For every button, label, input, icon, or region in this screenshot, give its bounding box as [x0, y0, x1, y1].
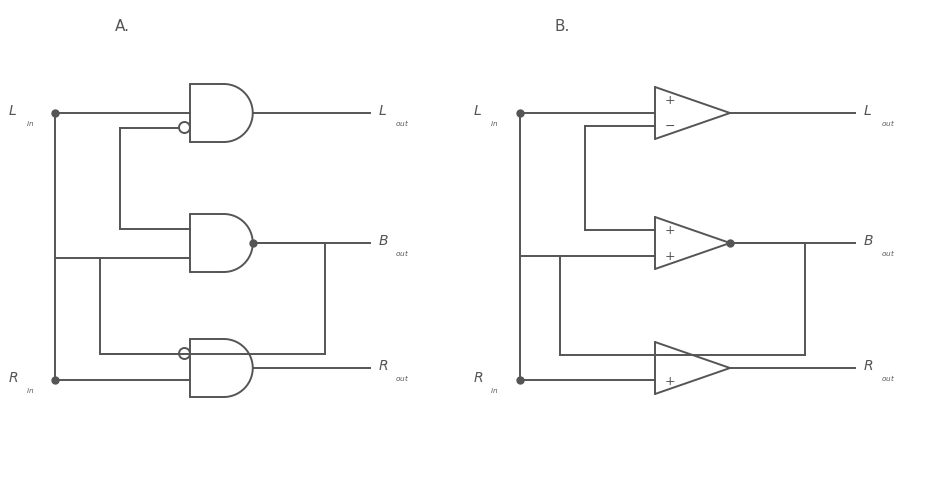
Text: $_{in}$: $_{in}$ — [26, 386, 33, 396]
Text: $R$: $R$ — [863, 359, 873, 373]
Text: +: + — [665, 224, 675, 237]
Text: $R$: $R$ — [378, 359, 388, 373]
Text: $_{in}$: $_{in}$ — [490, 386, 499, 396]
Text: $L$: $L$ — [473, 104, 482, 118]
Text: $_{out}$: $_{out}$ — [396, 249, 410, 259]
Text: $L$: $L$ — [863, 104, 872, 118]
Text: $_{out}$: $_{out}$ — [881, 119, 894, 129]
Text: $R$: $R$ — [473, 371, 484, 385]
Text: $_{in}$: $_{in}$ — [490, 119, 499, 129]
Text: $_{out}$: $_{out}$ — [881, 374, 894, 384]
Text: $_{out}$: $_{out}$ — [881, 249, 894, 259]
Text: $R$: $R$ — [8, 371, 18, 385]
Text: $_{out}$: $_{out}$ — [396, 119, 410, 129]
Text: +: + — [665, 374, 675, 387]
Text: +: + — [665, 249, 675, 262]
Text: $B$: $B$ — [378, 234, 388, 248]
Text: $B$: $B$ — [863, 234, 874, 248]
Text: $L$: $L$ — [378, 104, 387, 118]
Text: −: − — [665, 349, 675, 362]
Text: $_{out}$: $_{out}$ — [396, 374, 410, 384]
Text: $L$: $L$ — [8, 104, 17, 118]
Text: B.: B. — [555, 18, 571, 33]
Text: $_{in}$: $_{in}$ — [26, 119, 33, 129]
Text: +: + — [665, 94, 675, 107]
Text: A.: A. — [115, 18, 130, 33]
Text: −: − — [665, 120, 675, 132]
